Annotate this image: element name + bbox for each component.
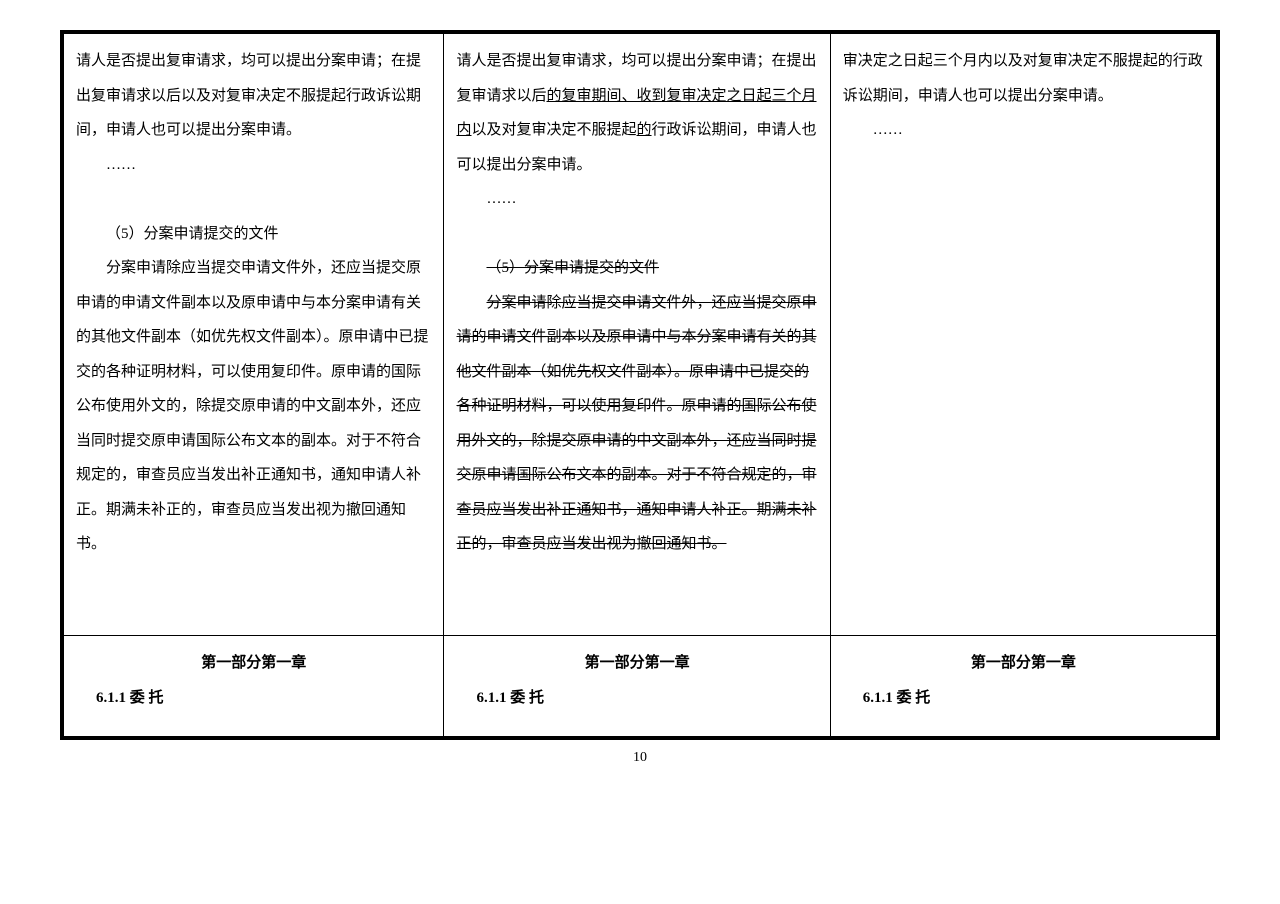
right-p1: 审决定之日起三个月内以及对复审决定不服提起的行政诉讼期间，申请人也可以提出分案申…	[843, 44, 1204, 113]
middle-column-header: 第一部分第一章 6.1.1 委 托	[444, 636, 830, 737]
right-header-line2: 6.1.1 委 托	[843, 681, 1204, 716]
middle-column-body: 请人是否提出复审请求，均可以提出分案申请；在提出复审请求以后的复审期间、收到复审…	[444, 34, 830, 636]
middle-p3: 分案申请除应当提交申请文件外，还应当提交原申请的申请文件副本以及原申请中与本分案…	[456, 286, 817, 562]
right-header-line1: 第一部分第一章	[843, 646, 1204, 681]
middle-p2-title: （5）分案申请提交的文件	[456, 251, 817, 286]
middle-header-line1: 第一部分第一章	[456, 646, 817, 681]
right-ellipsis1: ……	[843, 113, 1204, 148]
table-header-row: 第一部分第一章 6.1.1 委 托 第一部分第一章 6.1.1 委 托 第一部分…	[64, 636, 1217, 737]
left-spacer	[76, 182, 431, 217]
left-ellipsis1: ……	[76, 148, 431, 183]
page-number: 10	[633, 750, 647, 766]
comparison-table: 请人是否提出复审请求，均可以提出分案申请；在提出复审请求以后以及对复审决定不服提…	[63, 33, 1217, 737]
middle-ellipsis1: ……	[456, 182, 817, 217]
left-header-line2: 6.1.1 委 托	[76, 681, 431, 716]
right-column-header: 第一部分第一章 6.1.1 委 托	[830, 636, 1216, 737]
table-body-row: 请人是否提出复审请求，均可以提出分案申请；在提出复审请求以后以及对复审决定不服提…	[64, 34, 1217, 636]
left-p1: 请人是否提出复审请求，均可以提出分案申请；在提出复审请求以后以及对复审决定不服提…	[76, 44, 431, 148]
middle-p1-mid: 以及对复审决定不服提起	[472, 122, 637, 138]
middle-spacer	[456, 217, 817, 252]
left-p3: 分案申请除应当提交申请文件外，还应当提交原申请的申请文件副本以及原申请中与本分案…	[76, 251, 431, 562]
left-column-body: 请人是否提出复审请求，均可以提出分案申请；在提出复审请求以后以及对复审决定不服提…	[64, 34, 444, 636]
middle-p1: 请人是否提出复审请求，均可以提出分案申请；在提出复审请求以后的复审期间、收到复审…	[456, 44, 817, 182]
document-frame: 请人是否提出复审请求，均可以提出分案申请；在提出复审请求以后以及对复审决定不服提…	[60, 30, 1220, 740]
left-p2-title: （5）分案申请提交的文件	[76, 217, 431, 252]
left-column-header: 第一部分第一章 6.1.1 委 托	[64, 636, 444, 737]
middle-p1-underline2: 的	[637, 122, 652, 138]
middle-header-line2: 6.1.1 委 托	[456, 681, 817, 716]
right-column-body: 审决定之日起三个月内以及对复审决定不服提起的行政诉讼期间，申请人也可以提出分案申…	[830, 34, 1216, 636]
left-header-line1: 第一部分第一章	[76, 646, 431, 681]
